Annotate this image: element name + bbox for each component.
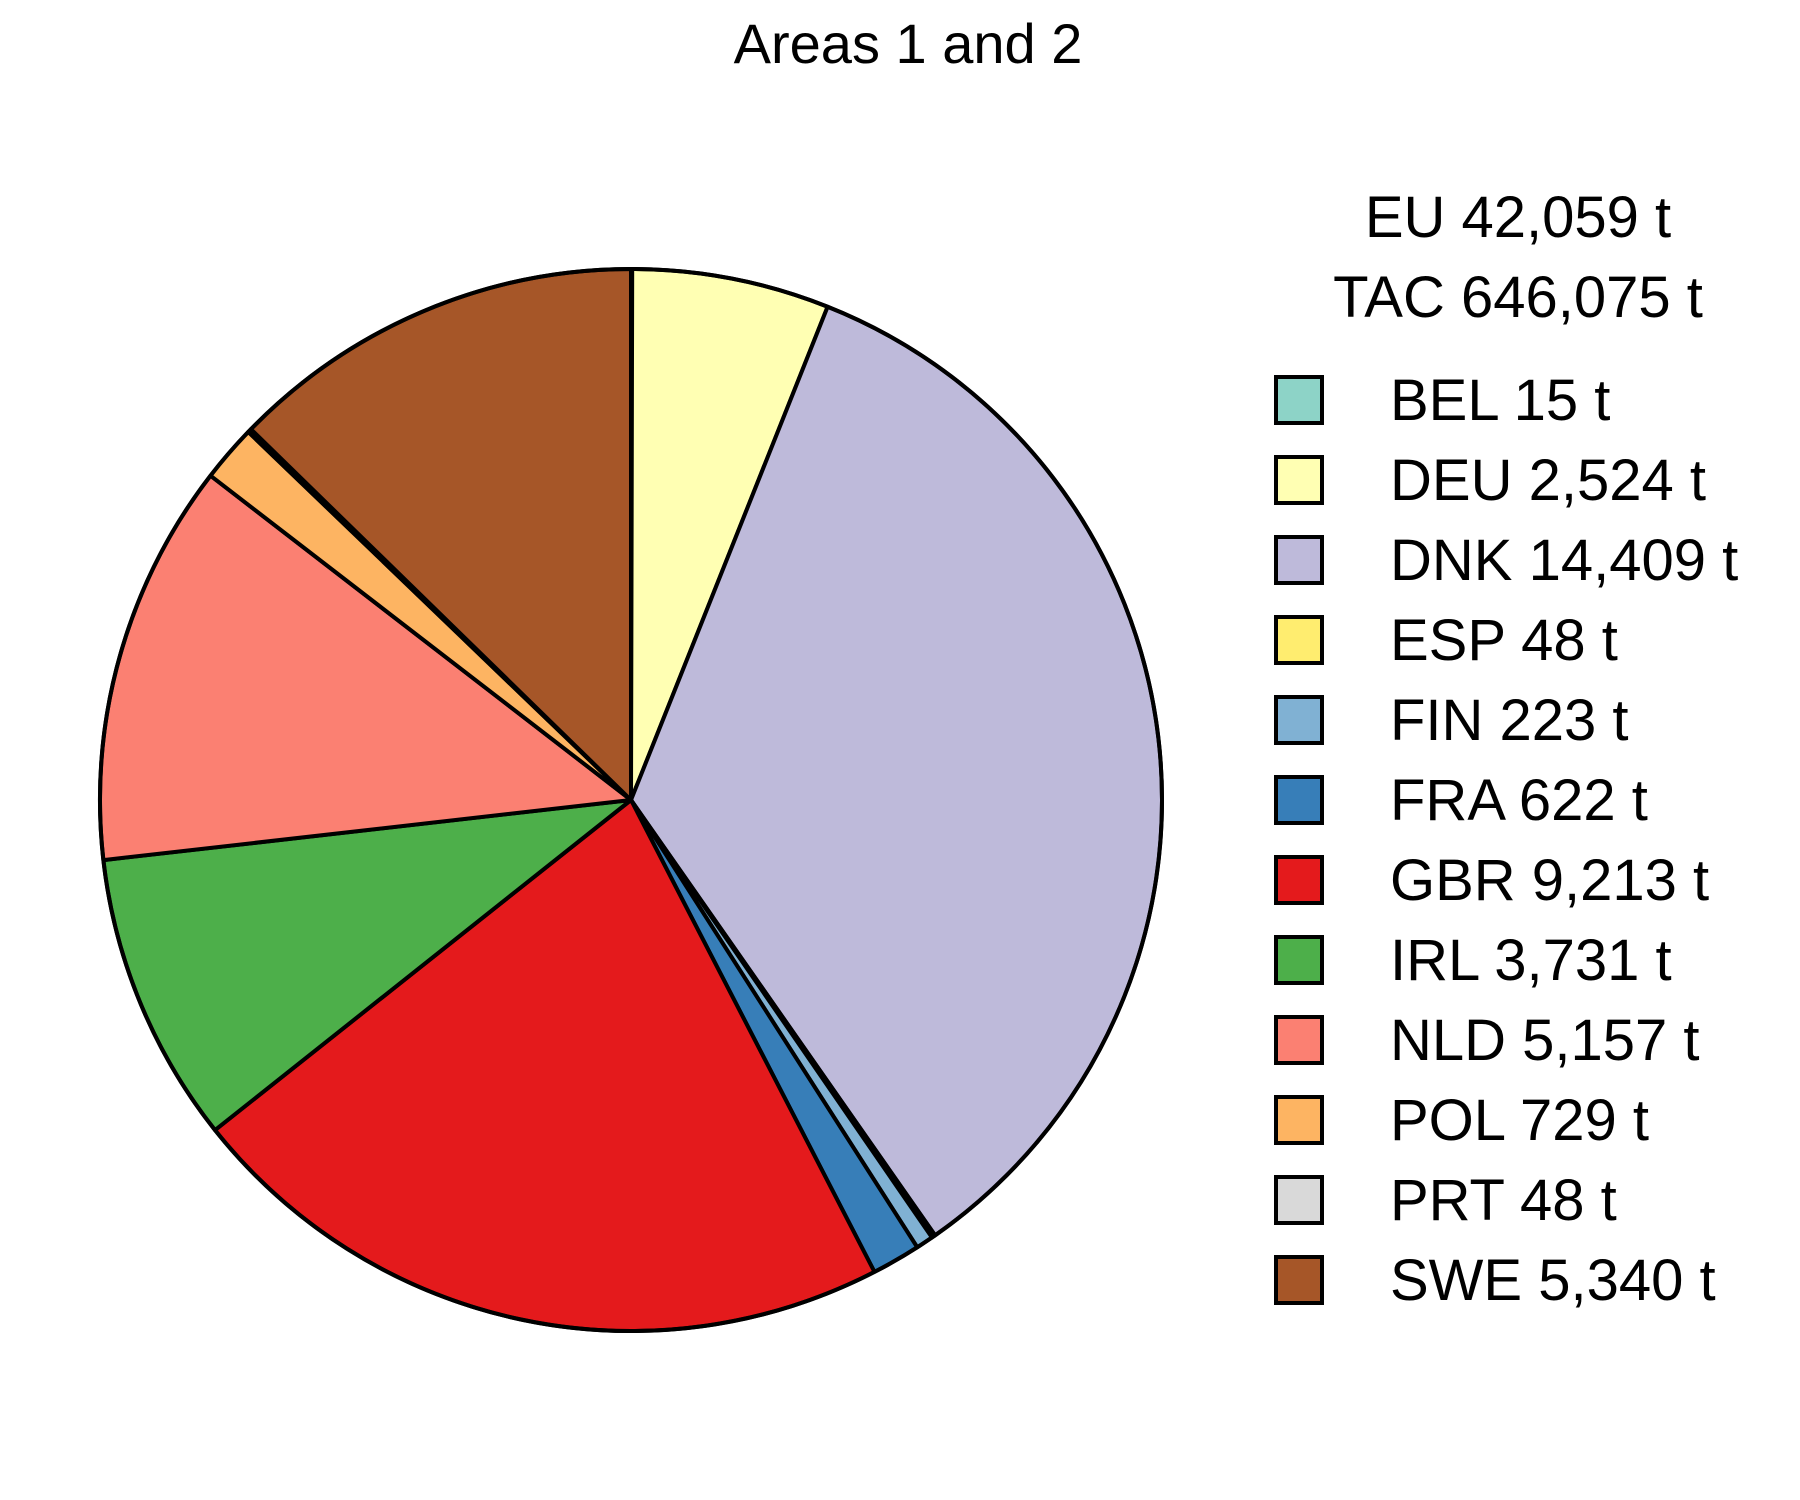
legend-label-esp: ESP 48 t <box>1390 608 1618 673</box>
legend-swatch-irl <box>1274 935 1324 985</box>
eu-total-label: EU 42,059 t <box>1365 185 1671 250</box>
legend: BEL 15 t DEU 2,524 t DNK 14,409 t ESP 48 t F… <box>1274 368 1738 1313</box>
legend-label-prt: PRT 48 t <box>1390 1168 1617 1233</box>
legend-swatch-fin <box>1274 695 1324 745</box>
legend-label-irl: IRL 3,731 t <box>1390 928 1672 993</box>
legend-swatch-gbr <box>1274 855 1324 905</box>
legend-swatch-nld <box>1274 1015 1324 1065</box>
legend-swatch-dnk <box>1274 535 1324 585</box>
legend-item-fra: FRA 622 t <box>1274 768 1648 833</box>
legend-label-bel: BEL 15 t <box>1390 368 1610 433</box>
legend-swatch-deu <box>1274 455 1324 505</box>
legend-label-gbr: GBR 9,213 t <box>1390 848 1709 913</box>
chart-title: Areas 1 and 2 <box>734 12 1083 75</box>
legend-label-pol: POL 729 t <box>1390 1088 1649 1153</box>
legend-item-pol: POL 729 t <box>1274 1088 1649 1153</box>
legend-label-fra: FRA 622 t <box>1390 768 1648 833</box>
legend-label-nld: NLD 5,157 t <box>1390 1008 1700 1073</box>
legend-item-fin: FIN 223 t <box>1274 688 1629 753</box>
legend-label-deu: DEU 2,524 t <box>1390 448 1706 513</box>
legend-item-nld: NLD 5,157 t <box>1274 1008 1700 1073</box>
legend-swatch-pol <box>1274 1095 1324 1145</box>
legend-swatch-prt <box>1274 1175 1324 1225</box>
tac-total-label: TAC 646,075 t <box>1333 265 1703 330</box>
legend-item-irl: IRL 3,731 t <box>1274 928 1672 993</box>
pie-outline <box>98 267 1164 1333</box>
legend-item-prt: PRT 48 t <box>1274 1168 1617 1233</box>
legend-item-gbr: GBR 9,213 t <box>1274 848 1709 913</box>
legend-swatch-bel <box>1274 375 1324 425</box>
legend-item-swe: SWE 5,340 t <box>1274 1248 1716 1313</box>
legend-item-bel: BEL 15 t <box>1274 368 1610 433</box>
legend-item-dnk: DNK 14,409 t <box>1274 528 1738 593</box>
legend-swatch-esp <box>1274 615 1324 665</box>
legend-item-deu: DEU 2,524 t <box>1274 448 1706 513</box>
legend-swatch-fra <box>1274 775 1324 825</box>
legend-label-swe: SWE 5,340 t <box>1390 1248 1716 1313</box>
legend-swatch-swe <box>1274 1255 1324 1305</box>
pie-slices <box>98 266 1164 1333</box>
legend-item-esp: ESP 48 t <box>1274 608 1618 673</box>
legend-label-fin: FIN 223 t <box>1390 688 1629 753</box>
legend-label-dnk: DNK 14,409 t <box>1390 528 1738 593</box>
